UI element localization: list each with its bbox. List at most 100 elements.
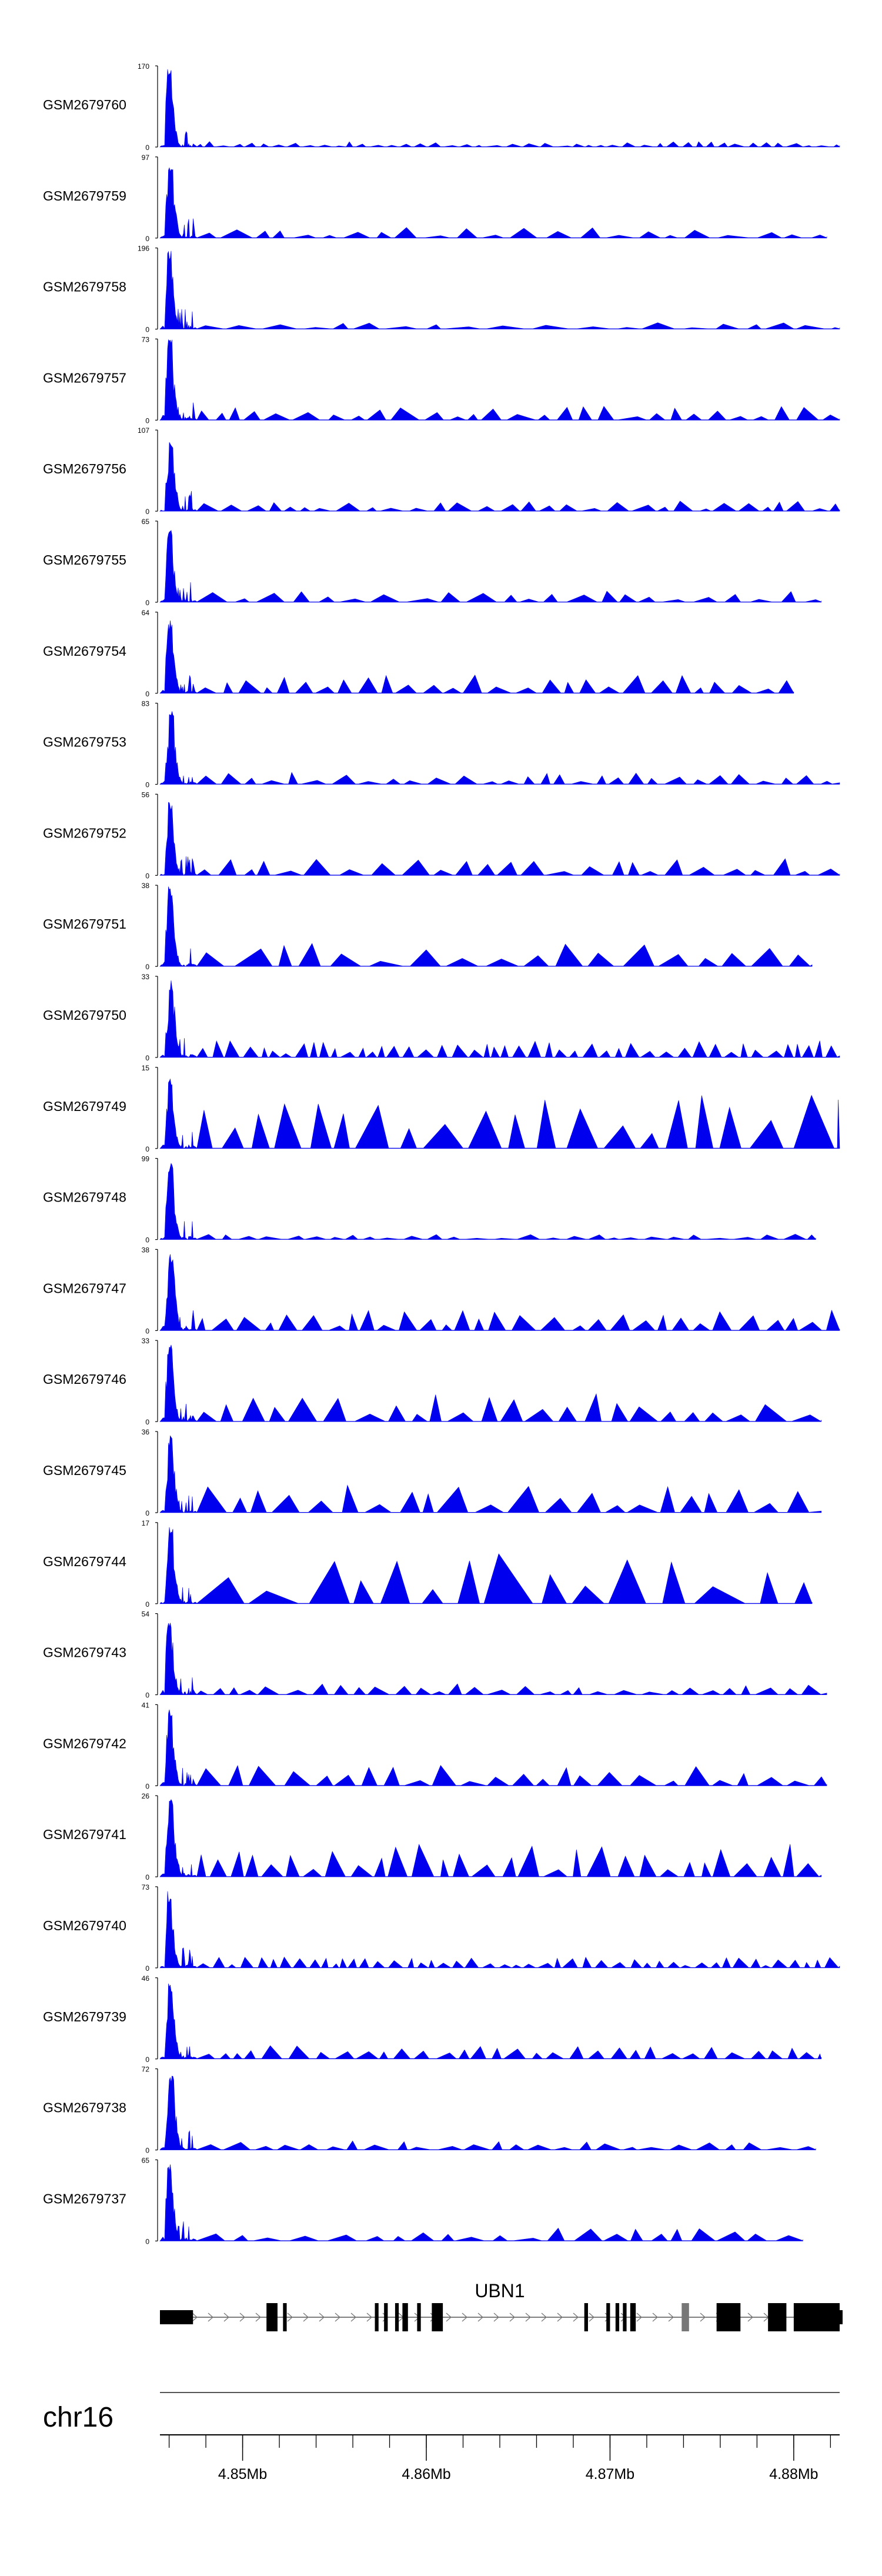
y-min-label: 0 <box>145 690 149 698</box>
track-GSM2679737: GSM2679737 65 0 <box>43 2156 803 2245</box>
track-label: GSM2679744 <box>43 1554 126 1569</box>
track-label: GSM2679760 <box>43 97 126 112</box>
track-GSM2679760: GSM2679760 170 0 <box>43 62 840 152</box>
coverage-area <box>159 251 840 329</box>
y-min-label: 0 <box>145 2147 149 2155</box>
y-max-label: 54 <box>142 1610 150 1619</box>
y-min-label: 0 <box>145 1145 149 1153</box>
coverage-area <box>159 711 840 785</box>
genome-axis: chr16 4.85Mb 4.86Mb 4.87Mb 4.88Mb <box>43 2392 840 2482</box>
y-max-label: 97 <box>142 154 150 162</box>
gene-exon <box>768 2303 787 2331</box>
coverage-area <box>159 1344 822 1422</box>
y-max-label: 107 <box>138 426 149 435</box>
track-label: GSM2679747 <box>43 1280 126 1296</box>
strand-arrow <box>303 2313 309 2322</box>
track-GSM2679739: GSM2679739 46 0 <box>43 1974 822 2064</box>
y-min-label: 0 <box>145 1691 149 1700</box>
coverage-area <box>159 1163 816 1240</box>
track-label: GSM2679755 <box>43 552 126 568</box>
track-GSM2679755: GSM2679755 65 0 <box>43 518 822 607</box>
strand-arrow <box>652 2313 658 2322</box>
strand-arrow <box>319 2313 325 2322</box>
y-min-label: 0 <box>145 144 149 152</box>
y-min-label: 0 <box>145 599 149 607</box>
y-max-label: 72 <box>142 2066 150 2074</box>
track-GSM2679743: GSM2679743 54 0 <box>43 1610 827 1700</box>
track-GSM2679750: GSM2679750 33 0 <box>43 973 840 1062</box>
y-max-label: 38 <box>142 1246 150 1254</box>
y-min-label: 0 <box>145 416 149 425</box>
strand-arrow <box>557 2313 563 2322</box>
coverage-area <box>159 1983 822 2060</box>
track-label: GSM2679748 <box>43 1190 126 1205</box>
strand-arrow <box>636 2313 642 2322</box>
track-GSM2679754: GSM2679754 64 0 <box>43 609 794 698</box>
strand-arrow <box>525 2313 531 2322</box>
track-label: GSM2679749 <box>43 1099 126 1114</box>
coverage-area <box>159 1435 822 1513</box>
coverage-area <box>159 802 840 876</box>
strand-arrow <box>700 2313 706 2322</box>
strand-arrow <box>509 2313 515 2322</box>
strand-arrow <box>477 2313 483 2322</box>
y-min-label: 0 <box>145 1600 149 1609</box>
track-label: GSM2679754 <box>43 643 126 659</box>
strand-arrow <box>573 2313 579 2322</box>
gene-exon <box>384 2303 388 2331</box>
y-max-label: 33 <box>142 1337 150 1345</box>
track-label: GSM2679743 <box>43 1645 126 1660</box>
coverage-area <box>159 1527 813 1604</box>
y-min-label: 0 <box>145 872 149 880</box>
strand-arrow <box>335 2313 340 2322</box>
gene-utr <box>796 2303 840 2331</box>
y-min-label: 0 <box>145 1873 149 1881</box>
strand-arrow <box>350 2313 356 2322</box>
strand-arrow <box>287 2313 293 2322</box>
y-max-label: 38 <box>142 882 150 890</box>
track-GSM2679758: GSM2679758 196 0 <box>43 245 840 334</box>
gene-exon <box>266 2303 278 2331</box>
axis-tick-label: 4.85Mb <box>218 2466 267 2482</box>
y-min-label: 0 <box>145 1236 149 1244</box>
strand-arrow <box>208 2313 213 2322</box>
track-label: GSM2679756 <box>43 461 126 476</box>
axis-ticks: 4.85Mb 4.86Mb 4.87Mb 4.88Mb <box>168 2435 831 2482</box>
strand-arrow <box>446 2313 452 2322</box>
track-GSM2679742: GSM2679742 41 0 <box>43 1701 827 1790</box>
y-min-label: 0 <box>145 2237 149 2245</box>
coverage-area <box>159 886 813 967</box>
track-label: GSM2679752 <box>43 825 126 840</box>
gene-exon <box>417 2303 421 2331</box>
y-min-label: 0 <box>145 1964 149 1973</box>
y-min-label: 0 <box>145 326 149 334</box>
coverage-area <box>159 69 840 148</box>
coverage-area <box>159 1078 840 1149</box>
track-GSM2679747: GSM2679747 38 0 <box>43 1246 840 1335</box>
track-label: GSM2679753 <box>43 735 126 750</box>
track-label: GSM2679751 <box>43 916 126 932</box>
track-GSM2679740: GSM2679740 73 0 <box>43 1883 840 1973</box>
strand-arrow <box>747 2313 753 2322</box>
y-max-label: 26 <box>142 1792 150 1800</box>
track-GSM2679738: GSM2679738 72 0 <box>43 2066 816 2155</box>
track-GSM2679759: GSM2679759 97 0 <box>43 154 827 243</box>
track-label: GSM2679738 <box>43 2100 126 2115</box>
gene-exon <box>716 2303 741 2331</box>
coverage-area <box>159 339 840 421</box>
y-min-label: 0 <box>145 235 149 243</box>
strand-arrow <box>239 2313 245 2322</box>
y-max-label: 73 <box>142 1883 150 1891</box>
gene-exon <box>395 2303 399 2331</box>
track-label: GSM2679740 <box>43 1918 126 1933</box>
strand-arrow <box>192 2313 198 2322</box>
track-GSM2679751: GSM2679751 38 0 <box>43 882 813 971</box>
y-max-label: 65 <box>142 518 150 526</box>
gene-exon <box>623 2303 627 2331</box>
strand-arrow <box>223 2313 229 2322</box>
track-GSM2679748: GSM2679748 99 0 <box>43 1155 816 1244</box>
coverage-area <box>159 1623 827 1696</box>
coverage-area <box>159 442 840 512</box>
y-max-label: 170 <box>138 62 149 71</box>
gene-exon <box>584 2303 588 2331</box>
